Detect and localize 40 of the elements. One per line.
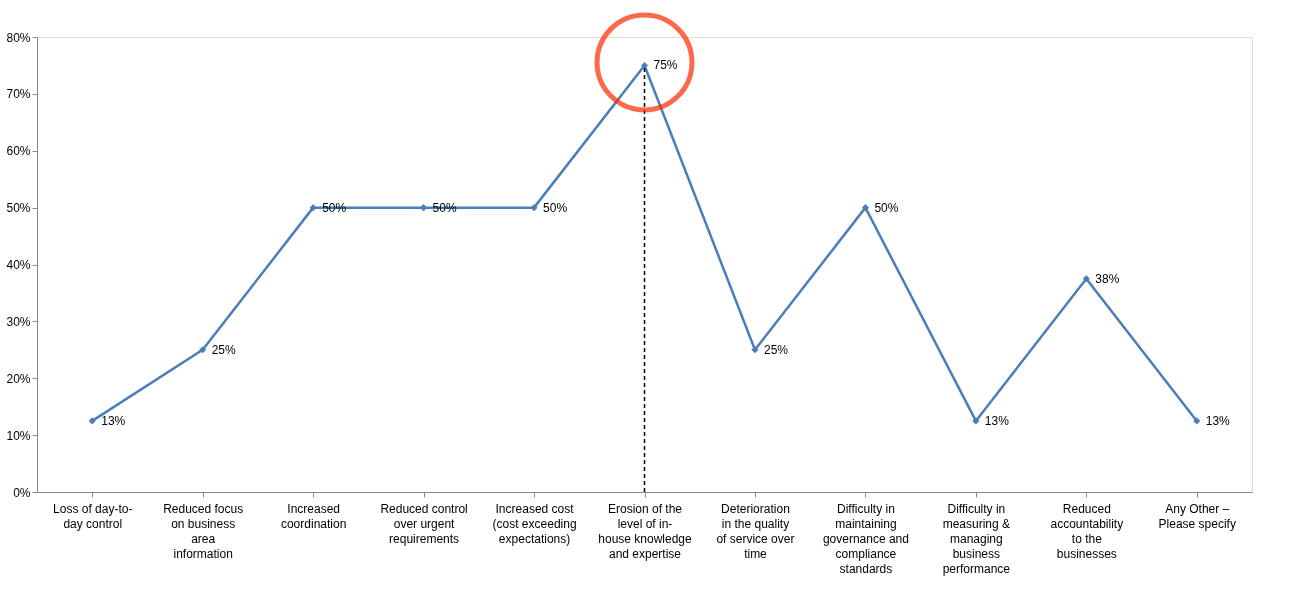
y-tick-label: 20% [6, 371, 31, 386]
text: 50% [543, 200, 568, 215]
x-tick-label: Increased cost (cost exceeding expectations) [492, 501, 577, 546]
y-tick-label: 30% [6, 314, 31, 329]
point [751, 346, 759, 354]
x-tick-label: Reduced control over urgent requirements [380, 501, 468, 546]
text: 25% [211, 342, 236, 357]
point [309, 204, 317, 212]
y-tick-label: 60% [6, 144, 31, 159]
point [1193, 417, 1201, 425]
x-tick-label: Difficulty in maintaining governance and compliance standards [822, 501, 909, 576]
point [88, 417, 96, 425]
x-tick-label: Erosion of the level of in-house knowledge and expertise [598, 501, 693, 561]
point [1082, 275, 1090, 283]
point [420, 204, 428, 212]
point [861, 204, 869, 212]
text: 38% [1095, 271, 1120, 286]
text: 50% [874, 200, 899, 215]
y-tick-label: 10% [6, 428, 31, 443]
y-tick-label: 0% [13, 485, 31, 500]
x-tick-label: Difficulty in measuring & managing business performance [942, 501, 1011, 576]
y-tick-label: 80% [6, 30, 31, 45]
x-tick-label: Any Other – Please specify [1158, 501, 1236, 531]
x-tick-label: Reduced focus on business area information [163, 501, 244, 561]
x-tick-label: Reduced accountability to the businesses [1050, 501, 1124, 561]
point [530, 204, 538, 212]
text: 13% [1205, 413, 1230, 428]
text: 13% [984, 413, 1009, 428]
point [972, 417, 980, 425]
point [640, 61, 649, 69]
y-tick-label: 40% [6, 258, 31, 272]
text: 25% [763, 342, 788, 357]
x-tick-label: Deterioration in the quality of service over time [716, 501, 795, 561]
x-tick-label: Increased coordination [280, 501, 347, 531]
x-tick-label: Loss of day-to-day control [53, 501, 133, 531]
text: 13% [101, 413, 126, 428]
text: 75% [653, 58, 678, 73]
point [199, 346, 207, 354]
y-tick-label: 70% [6, 87, 31, 102]
y-tick-label: 50% [6, 201, 31, 216]
